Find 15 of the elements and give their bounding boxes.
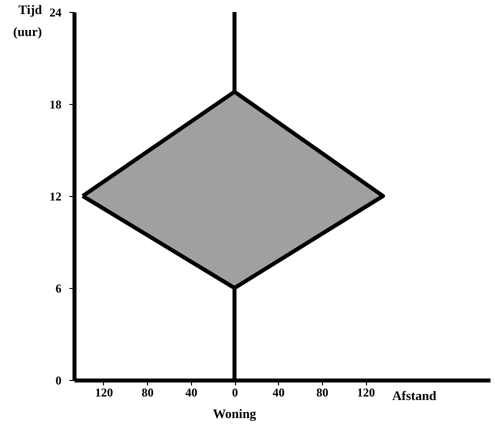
y-tick-label: 18 — [50, 98, 62, 112]
x-tick-label: 80 — [142, 386, 154, 400]
x-tick-label: 40 — [185, 386, 198, 400]
y-tick-label: 0 — [56, 374, 62, 388]
x-tick-label: 120 — [357, 386, 376, 400]
x-tick-label: 120 — [94, 386, 113, 400]
x-axis-title: Afstand — [392, 388, 438, 403]
x-tick-label: 80 — [316, 386, 328, 400]
y-axis-title: Tijd (uur) — [13, 2, 43, 39]
annotation: Woning — [212, 406, 257, 421]
y-tick-label: 6 — [56, 282, 62, 296]
x-tick-label: 40 — [272, 386, 285, 400]
x-tick-label: 0 — [232, 386, 238, 400]
y-tick-label: 24 — [50, 6, 62, 20]
y-tick-label: 12 — [50, 190, 62, 204]
